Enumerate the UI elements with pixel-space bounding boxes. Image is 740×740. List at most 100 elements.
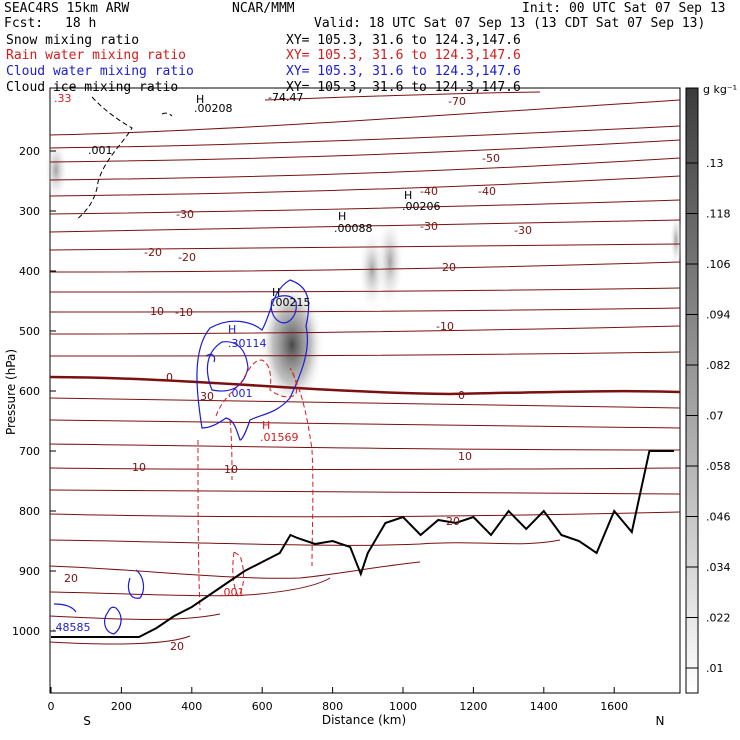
extrema-label: H <box>262 419 270 432</box>
ice-contour <box>161 112 173 117</box>
colorbar-label: .13 <box>706 157 724 170</box>
terrain-line <box>51 450 674 638</box>
temp-line <box>49 443 681 451</box>
temp-line <box>49 467 681 470</box>
temperature-label: -40 <box>478 185 496 198</box>
y-axis-label: Pressure (hPa) <box>4 349 18 435</box>
cloud-water-contour <box>104 606 122 635</box>
x-axis: 0 200 400 600 800 1000 1200 1400 1600 <box>48 687 628 713</box>
extrema-label: .001 <box>88 144 113 157</box>
temperature-label: -20 <box>438 261 456 274</box>
extrema-label: .00215 <box>272 296 311 309</box>
temperature-label: -10 <box>175 306 193 319</box>
temperature-label: 20 <box>170 640 184 653</box>
temperature-label: -70 <box>448 95 466 108</box>
temperature-label: -50 <box>482 152 500 165</box>
extrema-label: H <box>272 286 280 299</box>
cloud-water-contour <box>127 569 145 599</box>
model-title: SEAC4RS 15km ARW <box>4 1 129 16</box>
temperature-label: 20 <box>64 572 78 585</box>
temp-line <box>49 635 191 645</box>
colorbar-label: .106 <box>706 258 731 271</box>
extrema-label: .01569 <box>260 431 299 444</box>
rain-contour <box>215 359 314 567</box>
ice-right-edge-shade <box>670 212 682 268</box>
temperature-label: -30 <box>176 208 194 221</box>
center-title: NCAR/MMM <box>232 1 295 16</box>
rain-water-contours <box>197 359 314 611</box>
x-tick-label: 800 <box>322 700 343 713</box>
temp-line <box>264 91 541 101</box>
extrema-label: H <box>338 210 346 223</box>
temperature-label: -20 <box>144 246 162 259</box>
temp-line <box>49 511 681 518</box>
extrema-label: .48585 <box>52 621 91 634</box>
colorbar-label: .118 <box>706 208 731 221</box>
valid-time: Valid: 18 UTC Sat 07 Sep 13 (13 CDT Sat … <box>314 16 705 31</box>
y-tick-label: 600 <box>19 385 40 398</box>
legend-rain-name: Rain water mixing ratio <box>6 48 186 63</box>
init-time: Init: 00 UTC Sat 07 Sep 13 <box>522 1 726 16</box>
extrema-label: .00088 <box>334 222 373 235</box>
temperature-label: 30 <box>200 390 214 403</box>
y-tick-label: 700 <box>19 445 40 458</box>
extrema-label: .33 <box>54 92 72 105</box>
x-tick-label: 1600 <box>600 700 628 713</box>
temp-line <box>49 125 681 149</box>
y-tick-label: 500 <box>19 325 40 338</box>
temp-line <box>49 99 681 136</box>
cloud-water-contour <box>53 603 77 613</box>
temp-line <box>49 489 681 495</box>
fcst-value: 18 h <box>65 16 96 31</box>
y-tick-label: 300 <box>19 205 40 218</box>
extrema-label: .00206 <box>402 200 441 213</box>
temp-line <box>49 199 681 215</box>
rain-contour <box>197 439 201 611</box>
y-tick-label: 800 <box>19 505 40 518</box>
colorbar-label: .046 <box>706 511 731 524</box>
x-tick-label: 0 <box>48 700 55 713</box>
temp-line <box>49 561 421 579</box>
x-tick-label: 1000 <box>389 700 417 713</box>
temperature-label: -10 <box>146 305 164 318</box>
temp-line <box>49 287 681 293</box>
temp-line <box>49 613 221 620</box>
colorbar-label: .034 <box>706 561 731 574</box>
extrema-label: .00208 <box>194 102 233 115</box>
colorbar-fill <box>685 87 699 694</box>
y-tick-label: 400 <box>19 265 40 278</box>
y-tick-label: 900 <box>19 565 40 578</box>
ice-left-edge-shade <box>44 138 68 202</box>
temp-line <box>49 539 561 546</box>
temp-line <box>49 261 681 273</box>
colorbar-label: .07 <box>706 410 724 423</box>
temperature-label: -20 <box>178 251 196 264</box>
colorbar-label: .058 <box>706 460 731 473</box>
extrema-label: .001 <box>228 387 253 400</box>
temperature-label: -30 <box>420 220 438 233</box>
extrema-label: .001 <box>220 586 245 599</box>
colorbar-unit: g kg⁻¹ <box>703 83 737 96</box>
fcst-label: Fcst: <box>4 16 43 31</box>
extrema-label: H <box>196 93 204 106</box>
freezing-line <box>49 375 681 396</box>
temp-line <box>49 577 331 597</box>
temperature-label: -40 <box>420 185 438 198</box>
cloud-water-contour <box>270 295 297 324</box>
temperature-label: 0 <box>458 389 465 402</box>
temperature-label: 10 <box>224 463 238 476</box>
cloud-water-contour <box>196 279 310 441</box>
colorbar-label: .01 <box>706 662 724 675</box>
colorbar-ticks: .01 .022 .034 .046 .058 .07 .082 .094 .106 .118 .1… <box>686 157 731 675</box>
colorbar: .01 .022 .034 .046 .058 .07 .082 .094 .106 .118 .1… <box>685 83 737 694</box>
temperature-label: 10 <box>132 461 146 474</box>
x-axis-label: Distance (km) <box>322 713 406 727</box>
x-tick-label: 400 <box>181 700 202 713</box>
cloud-ice-contours <box>75 96 173 221</box>
legend-snow-xy: XY= 105.3, 31.6 to 124.3,147.6 <box>286 33 521 48</box>
temp-line <box>49 325 681 335</box>
temp-line <box>49 157 681 181</box>
temp-line <box>49 175 681 197</box>
temp-line <box>49 139 681 163</box>
